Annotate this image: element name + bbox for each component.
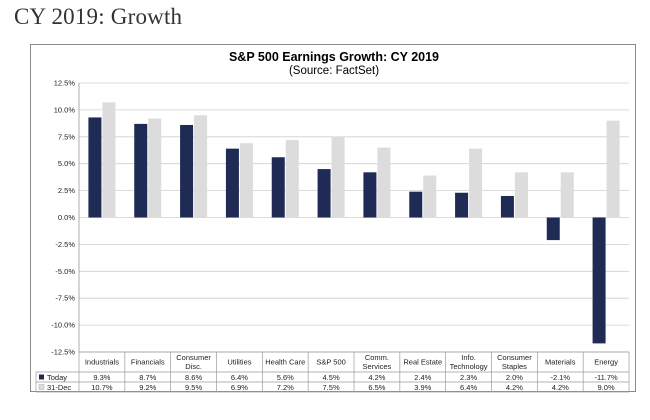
data-value-label: -11.7%: [594, 373, 618, 382]
data-value-label: 8.6%: [185, 373, 202, 382]
bar-31-dec: [606, 120, 620, 218]
data-value-label: 4.2%: [506, 383, 523, 392]
category-label-line: Info.: [461, 353, 476, 362]
y-tick-label: -7.5%: [55, 294, 75, 303]
category-label-line: Disc.: [185, 362, 202, 371]
bar-31-dec: [102, 102, 116, 218]
bar-31-dec: [560, 172, 574, 218]
category-label-line: Services: [363, 362, 392, 371]
category-label-line: Technology: [450, 362, 488, 371]
legend-label: 31-Dec: [47, 383, 71, 392]
category-label: Comm. Services: [363, 353, 392, 371]
data-value-label: 6.4%: [460, 383, 477, 392]
page-heading: CY 2019: Growth: [14, 4, 183, 29]
data-value-label: 7.5%: [323, 383, 340, 392]
bar-today: [88, 117, 102, 218]
data-value-label: 8.7%: [139, 373, 156, 382]
category-label: Info. Technology: [450, 353, 488, 371]
data-value-label: 4.2%: [368, 373, 385, 382]
bar-today: [363, 172, 377, 218]
earnings-growth-chart: S&P 500 Earnings Growth: CY 2019 (Source…: [35, 50, 630, 393]
chart-subtitle: (Source: FactSet): [289, 65, 379, 77]
bar-31-dec: [239, 143, 253, 218]
data-value-label: -2.1%: [550, 373, 570, 382]
data-value-label: 9.0%: [598, 383, 615, 392]
bar-today: [317, 169, 331, 218]
chart-title: S&P 500 Earnings Growth: CY 2019: [229, 50, 439, 64]
bar-today: [271, 157, 285, 218]
legend-swatch-31-dec: [38, 384, 45, 390]
category-label: Consumer Staples: [497, 353, 532, 371]
data-value-label: 4.2%: [552, 383, 569, 392]
y-tick-label: -5.0%: [55, 267, 75, 276]
gridlines: [78, 82, 629, 353]
category-label-line: Staples: [502, 362, 527, 371]
category-label: Real Estate: [403, 358, 442, 367]
data-value-label: 7.2%: [277, 383, 294, 392]
bars: [88, 102, 620, 344]
bar-31-dec: [377, 147, 391, 218]
bar-31-dec: [469, 148, 483, 218]
data-value-label: 2.4%: [414, 373, 431, 382]
data-value-label: 6.5%: [368, 383, 385, 392]
category-label: Financials: [131, 358, 165, 367]
category-label: Health Care: [265, 358, 305, 367]
legend-label: Today: [47, 373, 67, 382]
bar-today: [455, 192, 469, 218]
y-tick-label: -12.5%: [51, 348, 75, 357]
chart-frame: S&P 500 Earnings Growth: CY 2019 (Source…: [30, 44, 636, 393]
y-tick-label: 0.0%: [58, 213, 75, 222]
bar-today: [500, 195, 514, 218]
bar-today: [592, 217, 606, 344]
data-value-label: 5.6%: [277, 373, 294, 382]
bar-31-dec: [148, 118, 162, 218]
data-table: Industrials Financials Consumer Disc. Utilit…: [35, 351, 630, 393]
category-label: Utilities: [227, 358, 251, 367]
bar-31-dec: [285, 140, 299, 218]
category-label-line: Consumer: [497, 353, 532, 362]
y-tick-label: 7.5%: [58, 132, 75, 141]
bar-today: [225, 148, 239, 218]
bar-today: [134, 123, 148, 218]
y-tick-label: 5.0%: [58, 159, 75, 168]
bar-31-dec: [423, 175, 437, 218]
y-tick-label: -2.5%: [55, 240, 75, 249]
data-value-label: 3.9%: [414, 383, 431, 392]
bar-today: [409, 191, 423, 218]
data-value-label: 6.9%: [231, 383, 248, 392]
category-label: S&P 500: [316, 358, 345, 367]
y-tick-label: -10.0%: [51, 321, 75, 330]
category-label-line: Comm.: [365, 353, 389, 362]
category-label: Energy: [594, 358, 618, 367]
data-value-label: 2.3%: [460, 373, 477, 382]
y-tick-label: 10.0%: [54, 105, 76, 114]
data-value-label: 10.7%: [91, 383, 113, 392]
category-label: Materials: [545, 358, 576, 367]
data-value-label: 6.4%: [231, 373, 248, 382]
y-tick-label: 2.5%: [58, 186, 75, 195]
bar-31-dec: [194, 115, 208, 218]
category-label: Industrials: [85, 358, 119, 367]
bar-today: [180, 124, 194, 218]
data-value-label: 4.5%: [323, 373, 340, 382]
bar-31-dec: [331, 136, 345, 218]
category-label: Consumer Disc.: [176, 353, 211, 371]
category-label-line: Consumer: [176, 353, 211, 362]
data-value-label: 2.0%: [506, 373, 523, 382]
data-value-label: 9.3%: [93, 373, 110, 382]
data-value-label: 9.2%: [139, 383, 156, 392]
bar-today: [546, 217, 560, 241]
legend-swatch-today: [39, 374, 44, 380]
data-value-label: 9.5%: [185, 383, 202, 392]
bar-31-dec: [514, 172, 528, 218]
y-tick-label: 12.5%: [54, 79, 76, 88]
y-axis-tick-labels: 12.5% 10.0% 7.5% 5.0% 2.5% 0.0% -2.5% -5.0% -7.5…: [51, 79, 75, 357]
